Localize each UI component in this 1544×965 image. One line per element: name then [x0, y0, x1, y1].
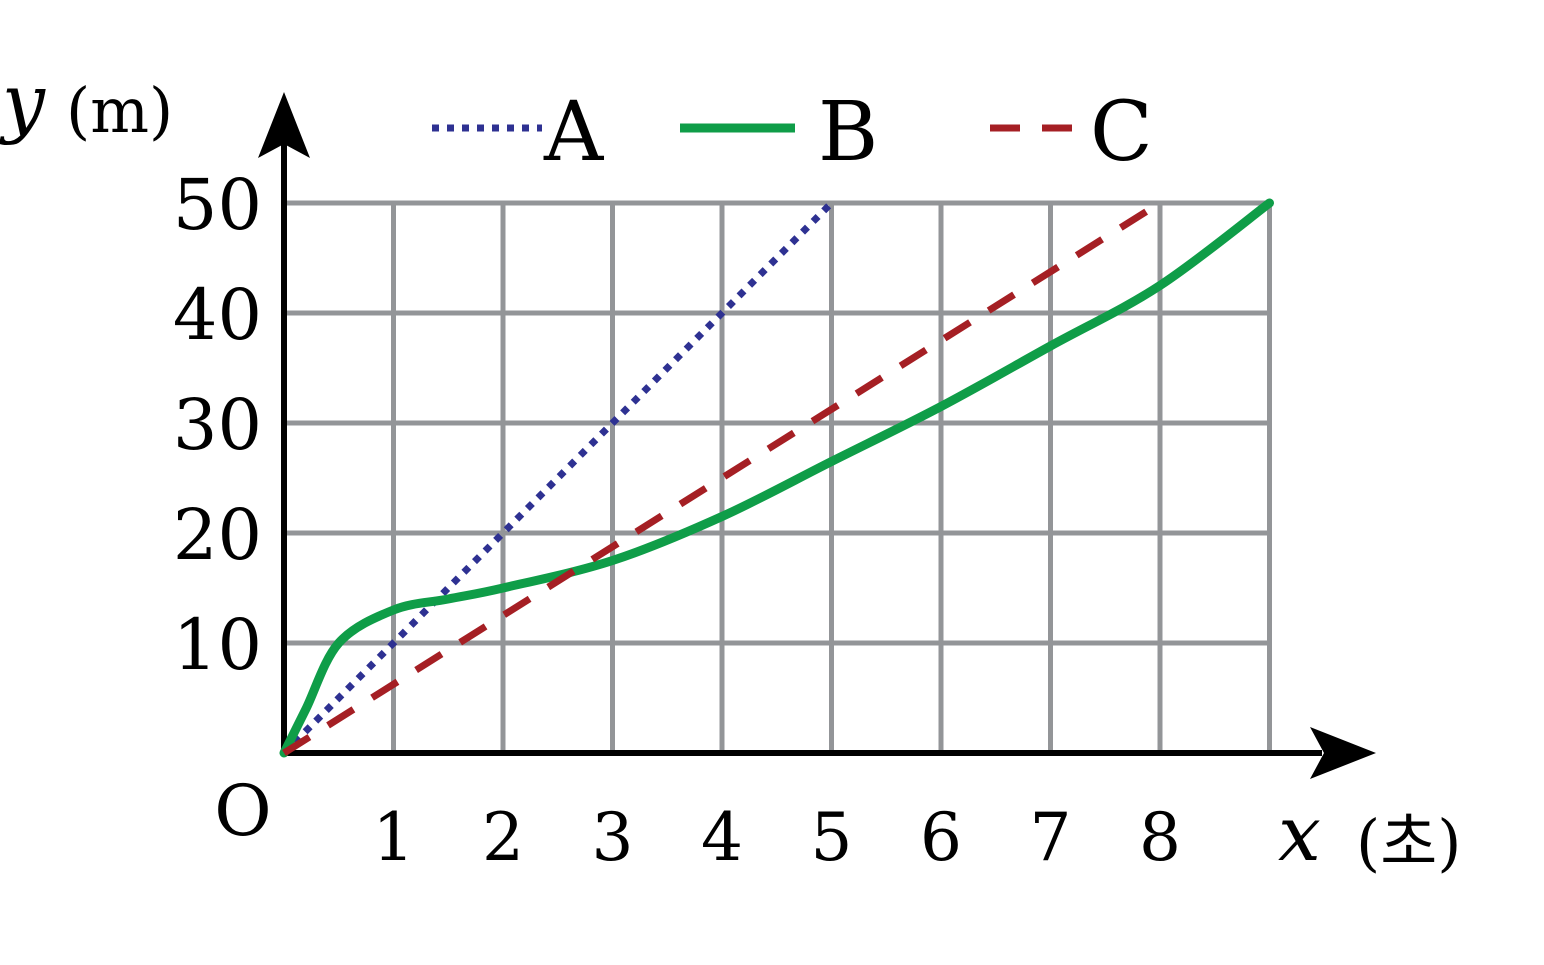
legend: A B C	[432, 85, 1153, 180]
x-tick-label: 2	[482, 799, 524, 876]
legend-label-b: B	[818, 85, 878, 180]
x-tick-label: 7	[1030, 799, 1072, 876]
x-axis-unit: (초)	[1356, 806, 1461, 879]
x-tick-label: 4	[701, 799, 743, 876]
x-tick-label: 3	[592, 799, 634, 876]
legend-label-c: C	[1090, 85, 1153, 180]
x-tick-label: 1	[373, 799, 415, 876]
x-tick-label: 5	[811, 799, 853, 876]
tick-labels: 1 2 3 4 5 6 7 8 10 20 30 40 50	[173, 164, 1181, 876]
x-tick-label: 6	[920, 799, 962, 876]
y-tick-label: 40	[173, 274, 262, 356]
y-tick-label: 10	[173, 604, 262, 686]
series-lines	[279, 198, 1274, 758]
x-tick-label: 8	[1139, 799, 1181, 876]
y-axis-arrow	[258, 92, 310, 158]
y-axis-unit: (m)	[66, 74, 173, 147]
y-tick-label: 30	[173, 384, 262, 466]
grid	[284, 200, 1272, 753]
legend-label-a: A	[543, 85, 605, 180]
y-tick-label: 20	[173, 494, 262, 576]
series-line-c	[282, 200, 1162, 756]
series-line-a	[281, 200, 834, 756]
y-axis-label: y	[0, 57, 46, 146]
origin-label: O	[214, 770, 271, 852]
x-axis-arrow	[1310, 727, 1376, 779]
axes	[258, 92, 1376, 779]
y-tick-label: 50	[173, 164, 262, 246]
series-line-b	[279, 198, 1274, 758]
x-axis-label: x	[1278, 789, 1321, 878]
